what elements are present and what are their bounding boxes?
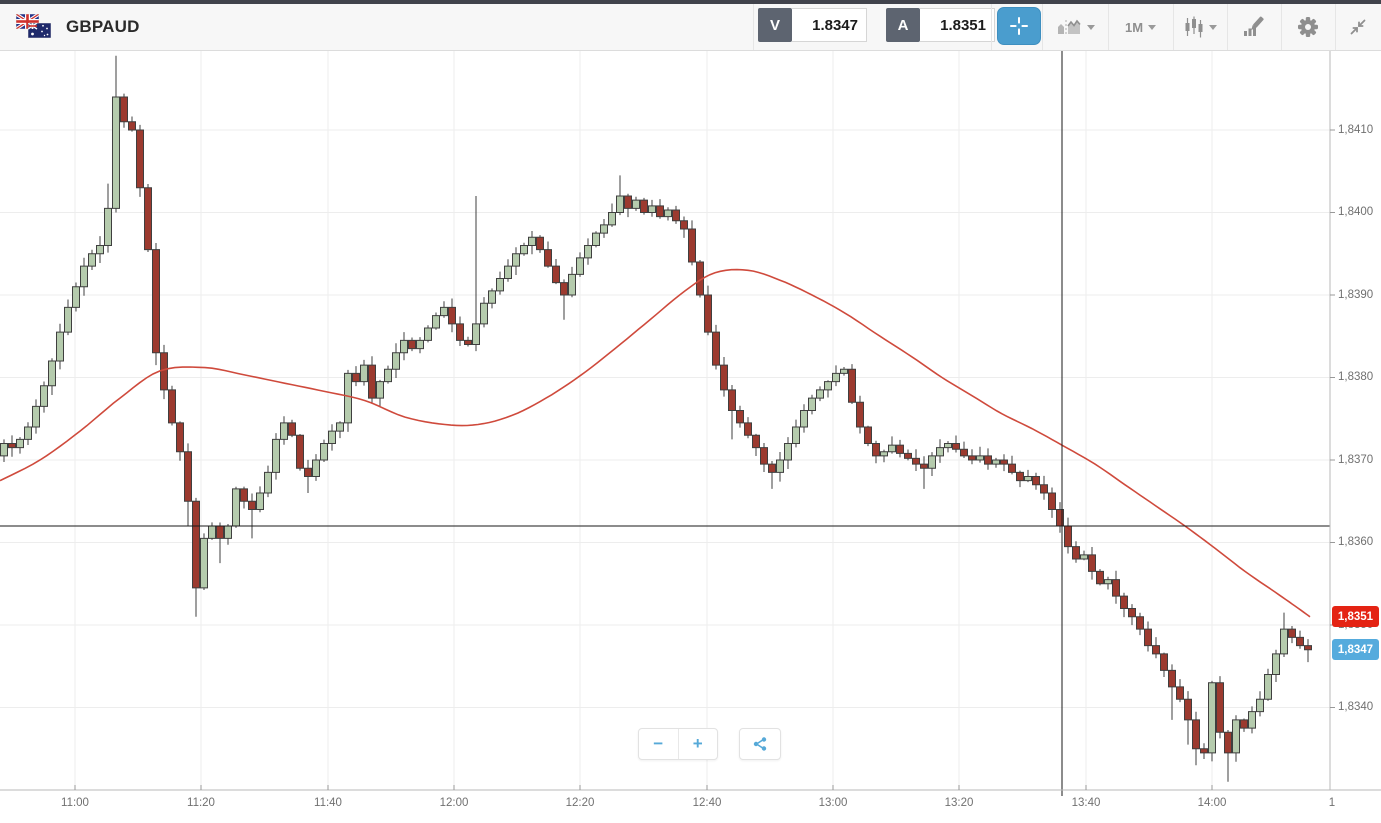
x-axis-label: 11:00 [61,797,89,809]
header-separator [1227,4,1228,50]
chevron-down-icon [1208,24,1217,30]
collapse-button[interactable] [1335,4,1381,50]
symbol-title: GBPAUD [66,17,140,36]
x-axis-label: 13:40 [1071,797,1101,809]
timeframe-label: 1M [1124,19,1144,35]
chart-style-button[interactable] [1042,4,1108,50]
currency-pair-flags [16,14,54,40]
y-axis-label: 1,8390 [1338,288,1374,301]
x-axis-label: 13:20 [944,797,974,809]
draw-button[interactable] [1227,4,1281,50]
collapse-icon [1350,19,1366,35]
share-button[interactable] [739,728,781,760]
buy-badge: A [886,8,920,42]
candle-type-button[interactable] [1173,4,1227,50]
header-separator [991,4,992,50]
crosshair-icon [1010,17,1028,35]
share-icon [753,737,767,751]
sell-price: 1.8347 [792,8,867,42]
sell-quote[interactable]: V 1.8347 [758,8,867,42]
x-axis-label: 12:00 [439,797,469,809]
x-axis-label: 13:00 [818,797,848,809]
sell-badge: V [758,8,792,42]
buy-quote[interactable]: A 1.8351 [886,8,995,42]
symbol-area: GBPAUD [16,4,140,50]
header-separator [1173,4,1174,50]
x-axis-label: 1 [1328,797,1336,809]
header-separator [1335,4,1336,50]
zoom-in-button[interactable]: + [692,734,703,753]
chart-header: GBPAUD V 1.8347 A 1.8351 [0,0,1381,51]
aud-flag-icon [28,23,51,38]
chart-area: 11:00 11:20 11:40 12:00 12:20 12:40 13:00 13:20… [0,50,1381,823]
candlestick-chart[interactable] [0,50,1381,823]
candlestick-icon [1185,16,1202,38]
x-axis-label: 14:00 [1197,797,1227,809]
chevron-down-icon [1148,24,1157,30]
buy-price: 1.8351 [920,8,995,42]
marker-pen-icon [1244,16,1264,36]
y-axis-label: 1,8410 [1338,123,1374,136]
y-axis-label: 1,8340 [1338,701,1374,713]
y-axis-label: 1,8380 [1338,371,1374,383]
y-axis-label: 1,8370 [1338,453,1374,466]
x-axis-label: 11:40 [314,797,342,809]
timeframe-button[interactable]: 1M [1108,4,1173,50]
gear-icon [1298,17,1318,37]
zoom-out-button[interactable]: − [639,729,679,759]
x-axis-label: 11:20 [187,797,215,809]
y-axis-label: 1,8400 [1338,206,1374,218]
x-axis-label: 12:20 [565,797,595,809]
settings-button[interactable] [1281,4,1335,50]
header-separator [1281,4,1282,50]
chevron-down-icon [1086,24,1095,30]
x-axis-label: 12:40 [692,797,722,809]
header-separator [1042,4,1043,50]
zoom-controls: − + [638,728,718,760]
crosshair-button[interactable] [997,7,1041,45]
window-top-strip [0,0,1381,4]
area-chart-icon [1057,19,1081,35]
header-separator [753,4,754,50]
y-axis-label: 1,8360 [1338,536,1374,548]
ask-price-badge: 1,8351 [1332,606,1379,628]
last-price-badge: 1,8347 [1332,639,1379,661]
header-separator [1108,4,1109,50]
